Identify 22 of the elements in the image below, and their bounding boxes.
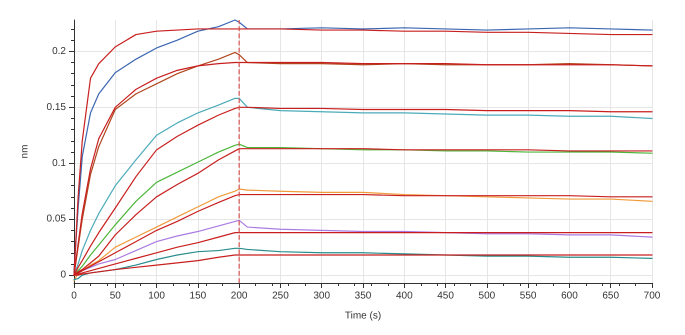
x-tick-label: 0 <box>71 290 78 302</box>
x-tick-label: 550 <box>520 290 537 302</box>
x-tick-label: 200 <box>230 290 248 302</box>
y-tick-label: 0.05 <box>46 214 66 225</box>
y-tick-label: 0.15 <box>46 102 66 113</box>
x-tick-label: 300 <box>313 290 330 302</box>
x-tick-label: 150 <box>190 290 207 302</box>
x-tick-label: 700 <box>644 290 661 302</box>
x-axis-title: Time (s) <box>344 310 382 322</box>
x-tick-label: 650 <box>602 290 620 302</box>
x-tick-label: 500 <box>478 290 496 302</box>
x-tick-label: 50 <box>110 290 122 302</box>
x-tick-label: 450 <box>437 290 454 302</box>
x-tick-label: 250 <box>272 290 290 302</box>
x-tick-label: 100 <box>148 290 166 302</box>
x-tick-label: 400 <box>396 290 414 302</box>
x-tick-label: 600 <box>561 290 578 302</box>
y-tick-label: 0.2 <box>52 46 66 57</box>
y-axis-title: nm <box>20 144 30 158</box>
y-tick-label: 0 <box>60 270 66 281</box>
y-tick-label: 0.1 <box>52 158 66 169</box>
x-tick-label: 350 <box>354 290 372 302</box>
